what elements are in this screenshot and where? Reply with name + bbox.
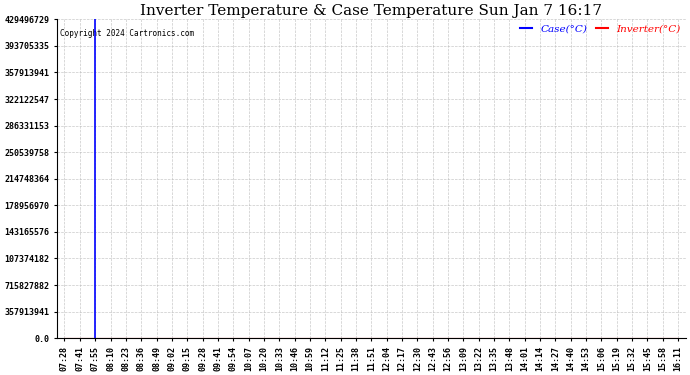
- Text: Copyright 2024 Cartronics.com: Copyright 2024 Cartronics.com: [60, 29, 194, 38]
- Title: Inverter Temperature & Case Temperature Sun Jan 7 16:17: Inverter Temperature & Case Temperature …: [140, 4, 602, 18]
- Legend: Case(°C), Inverter(°C): Case(°C), Inverter(°C): [520, 24, 680, 34]
